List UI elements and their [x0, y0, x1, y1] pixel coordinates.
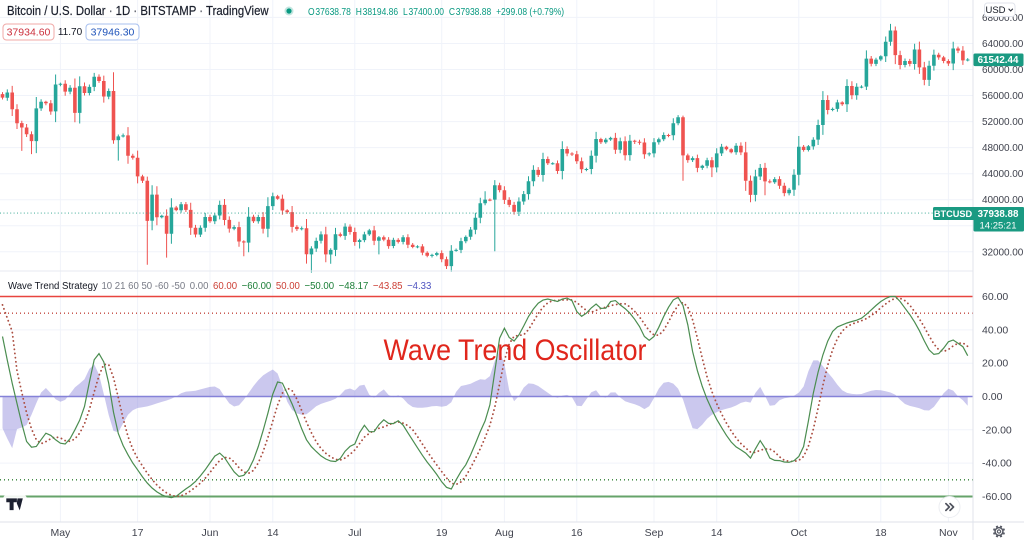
svg-text:-60.00: -60.00 — [982, 491, 1012, 503]
svg-text:Bitcoin / U.S. Dollar · 1D · B: Bitcoin / U.S. Dollar · 1D · BITSTAMP · … — [7, 3, 269, 18]
svg-text:0.00: 0.00 — [982, 391, 1003, 403]
svg-text:BTCUSD: BTCUSD — [934, 209, 973, 219]
svg-text:-20.00: -20.00 — [982, 424, 1012, 436]
svg-text:14:25:21: 14:25:21 — [980, 220, 1017, 231]
svg-text:19: 19 — [436, 527, 448, 539]
svg-text:Jun: Jun — [202, 527, 219, 539]
svg-text:37938.88: 37938.88 — [978, 209, 1019, 220]
svg-text:Sep: Sep — [645, 527, 664, 539]
svg-text:37934.60: 37934.60 — [7, 27, 51, 39]
svg-text:44000.00: 44000.00 — [982, 169, 1024, 180]
svg-text:-40.00: -40.00 — [982, 458, 1012, 470]
svg-text:USD: USD — [985, 5, 1005, 16]
svg-text:11.70: 11.70 — [58, 27, 83, 38]
svg-text:61542.44: 61542.44 — [978, 55, 1019, 66]
svg-text:32000.00: 32000.00 — [982, 247, 1024, 258]
svg-text:Oct: Oct — [791, 527, 807, 539]
svg-text:Jul: Jul — [348, 527, 361, 539]
svg-text:14: 14 — [267, 527, 279, 539]
svg-text:64000.00: 64000.00 — [982, 39, 1024, 50]
svg-text:52000.00: 52000.00 — [982, 117, 1024, 128]
svg-text:56000.00: 56000.00 — [982, 91, 1024, 102]
svg-text:48000.00: 48000.00 — [982, 143, 1024, 154]
svg-text:Nov: Nov — [939, 527, 958, 539]
svg-text:40000.00: 40000.00 — [982, 195, 1024, 206]
svg-text:20.00: 20.00 — [982, 358, 1008, 370]
svg-text:17: 17 — [132, 527, 144, 539]
svg-text:14: 14 — [711, 527, 723, 539]
svg-text:40.00: 40.00 — [982, 324, 1008, 336]
svg-text:18: 18 — [875, 527, 887, 539]
svg-text:May: May — [50, 527, 71, 539]
svg-text:16: 16 — [571, 527, 583, 539]
svg-text:68000.00: 68000.00 — [982, 13, 1024, 24]
svg-text:Wave Trend Oscillator: Wave Trend Oscillator — [383, 334, 646, 368]
svg-text:60000.00: 60000.00 — [982, 65, 1024, 76]
svg-text:37946.30: 37946.30 — [91, 27, 135, 39]
svg-text:Aug: Aug — [495, 527, 514, 539]
svg-text:60.00: 60.00 — [982, 291, 1008, 303]
